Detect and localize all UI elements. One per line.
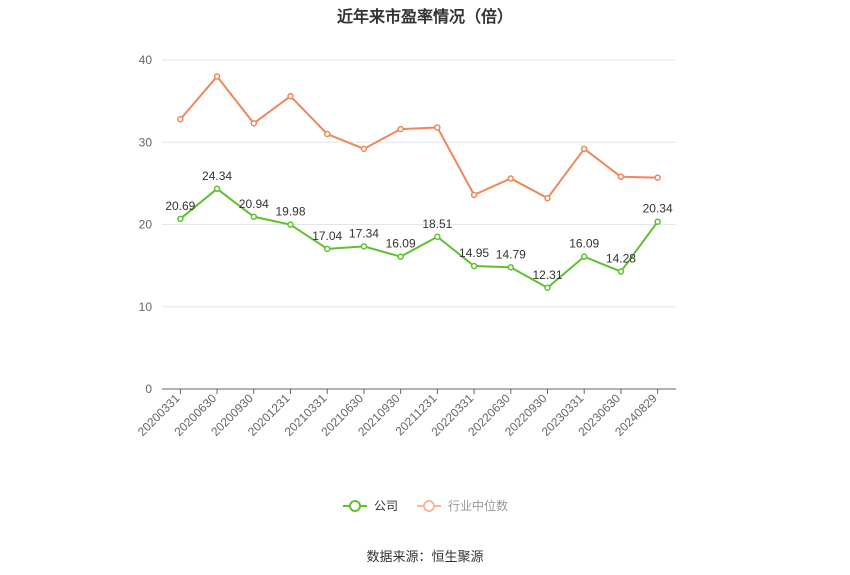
- data-point: [213, 185, 221, 193]
- data-label: 14.95: [459, 246, 489, 260]
- source-note: 数据来源：恒生聚源: [366, 550, 484, 565]
- data-point: [654, 218, 661, 225]
- data-point: [654, 174, 661, 181]
- x-axis: 2020033120200630202009302020123120210331…: [135, 388, 676, 439]
- data-point: [323, 130, 331, 138]
- y-tick-label: 20: [139, 218, 153, 232]
- data-point: [287, 221, 294, 228]
- data-point: [287, 92, 294, 100]
- data-label: 17.34: [349, 226, 379, 240]
- data-point: [360, 243, 368, 250]
- data-point: [470, 262, 478, 270]
- series-line-industry-median: [179, 75, 658, 200]
- series-lines: [177, 73, 661, 292]
- data-point: [617, 173, 625, 181]
- legend-label-company: 公司: [373, 499, 398, 513]
- legend-label-industry-median: 行业中位数: [448, 499, 509, 513]
- legend-marker-industry-median: [417, 499, 441, 512]
- data-label: 24.34: [202, 169, 232, 183]
- data-label: 20.69: [165, 199, 195, 213]
- legend-item-industry-median[interactable]: 行业中位数: [416, 497, 508, 514]
- data-point: [544, 284, 551, 292]
- legend-item-company[interactable]: 公司: [342, 497, 398, 514]
- data-point: [250, 120, 258, 127]
- data-point: [177, 115, 184, 123]
- data-point: [580, 145, 588, 153]
- data-label: 18.51: [422, 217, 452, 231]
- legend-marker-company: [342, 499, 367, 512]
- data-point: [470, 191, 478, 199]
- data-point: [507, 175, 515, 182]
- data-labels: 20.69 24.34 20.94 19.98 17.04 17.34 16.09 18.51…: [165, 169, 673, 282]
- y-tick-label: 30: [139, 135, 153, 149]
- data-label: 20.94: [239, 197, 269, 211]
- chart-title: 近年来市盈率情况（倍）: [336, 7, 513, 26]
- data-point: [434, 233, 441, 241]
- data-label: 16.09: [569, 237, 599, 251]
- data-label: 14.28: [606, 252, 636, 266]
- data-label: 17.04: [312, 229, 342, 243]
- data-point: [397, 125, 404, 133]
- data-point: [507, 264, 515, 271]
- data-point: [434, 124, 441, 131]
- data-point: [544, 194, 551, 202]
- legend: 公司 行业中位数: [0, 497, 850, 514]
- y-tick-label: 0: [145, 382, 152, 396]
- data-point: [617, 268, 625, 275]
- data-point: [580, 253, 588, 260]
- data-label: 16.09: [386, 237, 416, 251]
- y-axis-ticks: 0 10 20 30 40: [139, 53, 153, 396]
- data-point: [177, 215, 184, 223]
- series-line-company: [179, 187, 659, 289]
- data-label: 20.34: [643, 202, 673, 216]
- y-tick-label: 40: [139, 53, 153, 67]
- data-label: 12.31: [532, 268, 562, 282]
- gridlines: [162, 59, 676, 308]
- data-label: 19.98: [275, 205, 305, 219]
- data-point: [360, 145, 368, 153]
- data-point: [323, 245, 331, 253]
- data-label: 14.79: [496, 247, 526, 261]
- data-point: [213, 73, 221, 80]
- data-point: [250, 213, 258, 221]
- data-point: [397, 253, 404, 260]
- y-tick-label: 10: [139, 300, 153, 314]
